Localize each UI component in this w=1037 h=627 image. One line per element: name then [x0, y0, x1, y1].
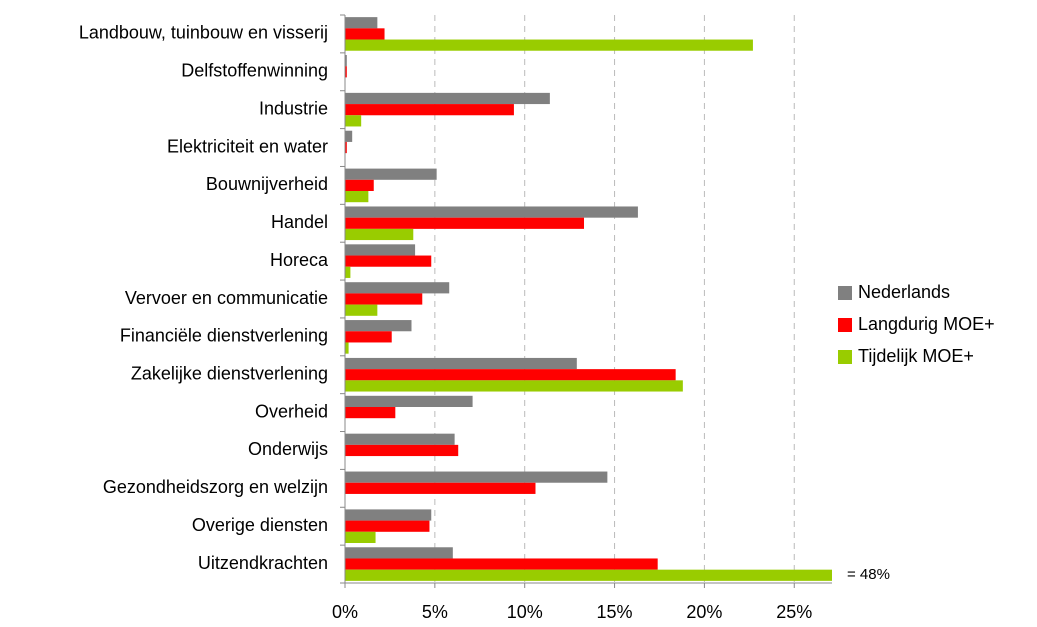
bar	[345, 217, 585, 229]
bar	[345, 179, 374, 191]
x-tick-label: 25%	[776, 602, 812, 622]
x-tick-label: 20%	[686, 602, 722, 622]
y-tick-label: Financiële dienstverlening	[120, 326, 328, 346]
bar	[345, 395, 473, 407]
bar	[345, 130, 353, 142]
bar	[345, 433, 455, 445]
y-tick-label: Overige diensten	[192, 515, 328, 535]
y-tick-label: Elektriciteit en water	[167, 136, 328, 156]
y-tick-label: Vervoer en communicatie	[125, 288, 328, 308]
x-tick-label: 15%	[597, 602, 633, 622]
bar	[345, 357, 577, 370]
bar	[345, 369, 676, 381]
bar	[345, 115, 362, 127]
legend-swatch	[838, 350, 852, 364]
bar	[345, 558, 658, 570]
bar	[345, 28, 385, 40]
bar	[345, 66, 347, 78]
legend-label: Langdurig MOE+	[858, 314, 995, 334]
bar	[345, 444, 459, 457]
y-tick-label: Delfstoffenwinning	[181, 61, 328, 81]
bar	[345, 17, 378, 29]
bar	[345, 191, 369, 203]
bar	[345, 55, 347, 67]
x-tick-label: 10%	[507, 602, 543, 622]
bars	[345, 17, 832, 581]
bar	[345, 520, 430, 532]
bar	[345, 304, 378, 316]
y-tick-label: Landbouw, tuinbouw en visserij	[79, 23, 328, 43]
bar	[345, 266, 351, 278]
y-tick-label: Horeca	[270, 250, 329, 270]
y-tick-label: Industrie	[259, 98, 328, 118]
bar	[345, 92, 550, 105]
y-tick-label: Onderwijs	[248, 439, 328, 459]
bar	[345, 228, 414, 241]
bar	[345, 39, 753, 51]
bar	[345, 509, 432, 521]
bar	[345, 531, 376, 543]
x-tick-label: 0%	[332, 602, 358, 622]
legend-swatch	[838, 286, 852, 300]
bar	[345, 547, 453, 559]
bar	[345, 407, 396, 419]
bar	[345, 168, 437, 180]
bar	[345, 255, 432, 267]
y-tick-label: Gezondheidszorg en welzijn	[103, 477, 328, 497]
bar	[345, 293, 423, 305]
legend-swatch	[838, 318, 852, 332]
labels: 0% 5% 10% 15% 20% 25% Landbouw, tuinbouw en vi…	[79, 15, 995, 622]
bar	[345, 482, 536, 494]
bar	[345, 206, 638, 218]
y-tick-label: Handel	[271, 212, 328, 232]
legend-label: Tijdelijk MOE+	[858, 346, 974, 366]
bar	[345, 282, 450, 294]
y-tick-label: Zakelijke dienstverlening	[131, 363, 328, 383]
bar	[345, 471, 608, 483]
bar	[345, 331, 392, 343]
bar	[345, 380, 683, 392]
y-tick-label: Bouwnijverheid	[206, 174, 328, 194]
annotation: = 48%	[847, 566, 890, 583]
y-tick-label: Overheid	[255, 401, 328, 421]
bar	[345, 320, 412, 332]
x-tick-label: 5%	[422, 602, 448, 622]
bar	[345, 244, 416, 256]
bar	[345, 104, 514, 116]
y-tick-label: Uitzendkrachten	[198, 553, 328, 573]
legend-label: Nederlands	[858, 282, 950, 302]
bar	[345, 141, 347, 154]
bar	[345, 569, 832, 581]
bar	[345, 342, 349, 354]
